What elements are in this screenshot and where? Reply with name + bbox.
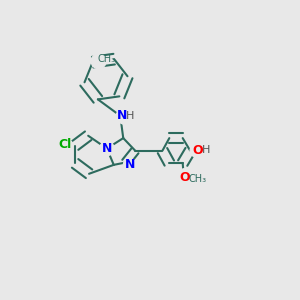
Text: N: N — [102, 142, 112, 155]
Text: H: H — [126, 111, 134, 121]
Circle shape — [100, 141, 114, 156]
Circle shape — [91, 54, 106, 69]
Circle shape — [176, 169, 194, 187]
Text: O: O — [192, 143, 203, 157]
Text: O: O — [179, 171, 190, 184]
Circle shape — [116, 107, 133, 124]
Text: CH₃: CH₃ — [98, 54, 116, 64]
Text: CH₃: CH₃ — [188, 174, 206, 184]
Text: H: H — [202, 145, 210, 155]
Circle shape — [124, 158, 135, 170]
Text: N: N — [117, 109, 127, 122]
Text: Cl: Cl — [59, 138, 72, 151]
Circle shape — [190, 144, 203, 157]
Circle shape — [60, 139, 73, 152]
Text: N: N — [124, 158, 135, 171]
